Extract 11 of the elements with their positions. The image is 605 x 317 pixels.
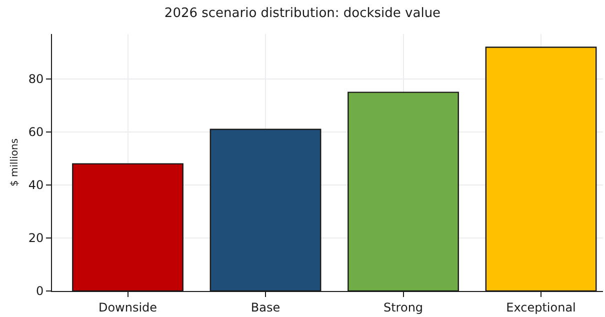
y-axis-title: $ millions bbox=[9, 138, 20, 187]
y-tick-label: 0 bbox=[36, 284, 44, 298]
x-tick-label: Strong bbox=[383, 300, 424, 314]
chart-title: 2026 scenario distribution: dockside value bbox=[164, 6, 441, 22]
x-tick-label: Base bbox=[250, 300, 280, 314]
y-tick-label: 80 bbox=[28, 72, 44, 86]
y-tick-label: 60 bbox=[28, 125, 44, 140]
y-tick-label: 20 bbox=[28, 231, 44, 246]
y-tick-label: 40 bbox=[28, 178, 44, 192]
x-tick-label: Downside bbox=[98, 300, 158, 314]
x-tick-label: Exceptional bbox=[506, 300, 576, 314]
